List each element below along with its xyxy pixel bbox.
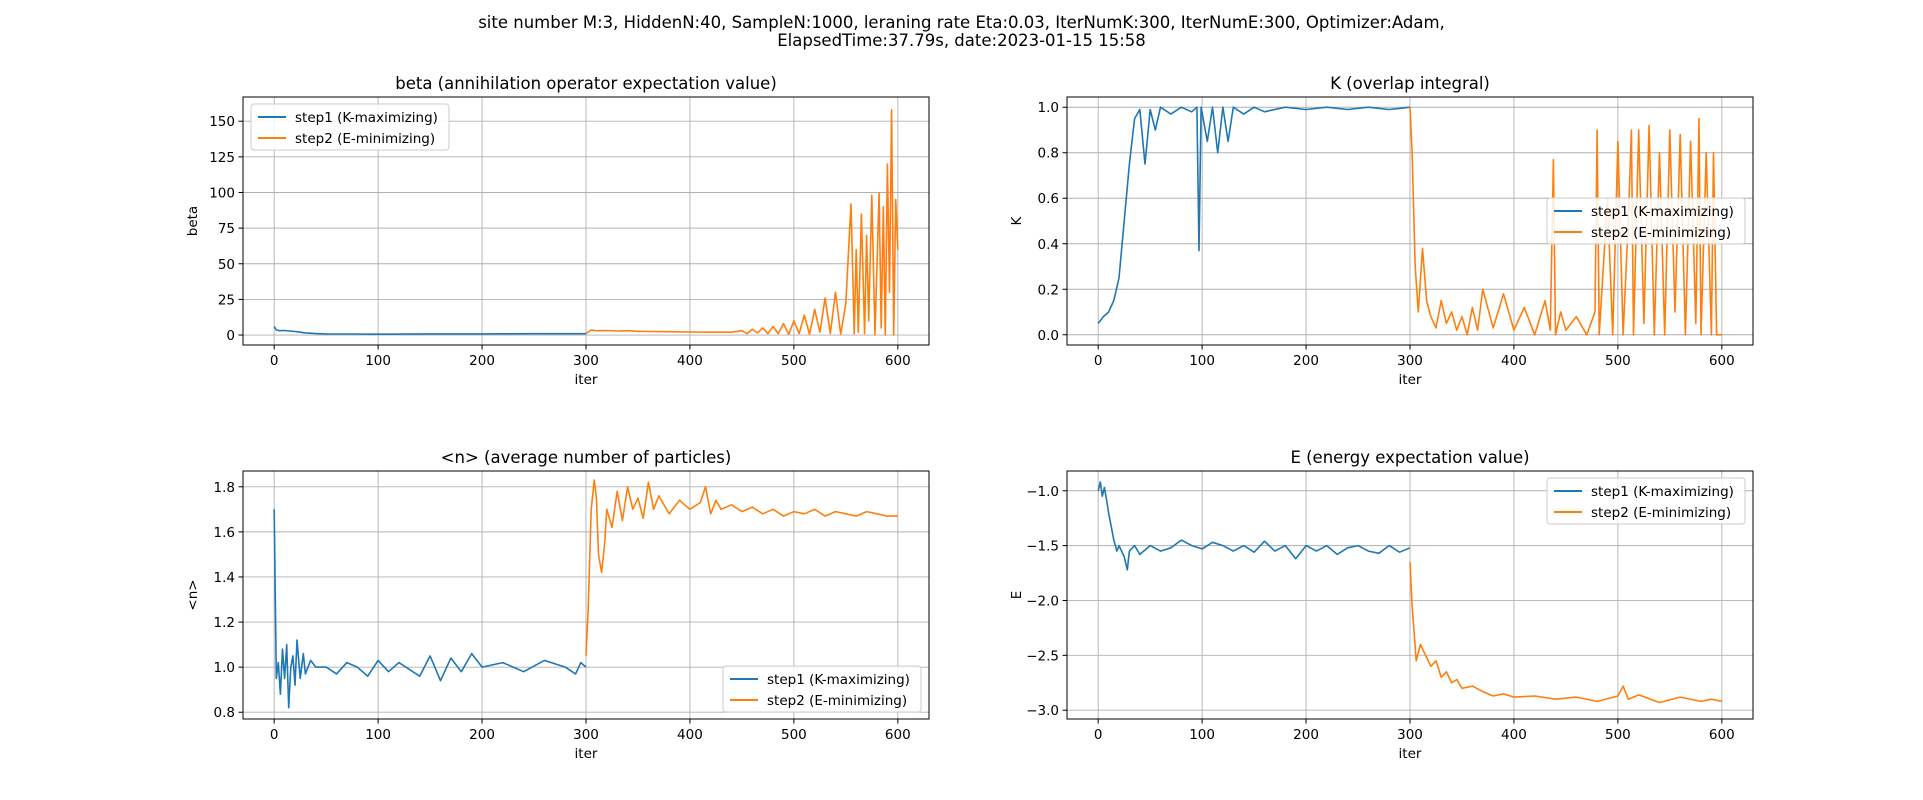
legend-label-step1: step1 (K-maximizing) <box>1591 484 1734 500</box>
x-tick-label: 500 <box>1605 727 1631 743</box>
legend-label-step1: step1 (K-maximizing) <box>1591 204 1734 220</box>
y-tick-label: 0 <box>226 328 235 344</box>
x-tick-label: 100 <box>1189 353 1215 369</box>
x-tick-label: 0 <box>1094 353 1103 369</box>
x-tick-label: 400 <box>1501 353 1527 369</box>
y-tick-label: 1.2 <box>214 615 235 631</box>
y-tick-label: −3.0 <box>1026 703 1059 719</box>
figure-suptitle-line-1: site number M:3, HiddenN:40, SampleN:100… <box>478 13 1445 32</box>
y-tick-label: 1.0 <box>1038 100 1059 116</box>
subplot-title: E (energy expectation value) <box>1290 448 1529 467</box>
subplot-title: K (overlap integral) <box>1330 74 1490 93</box>
y-tick-label: 75 <box>218 221 235 237</box>
x-tick-label: 100 <box>1189 727 1215 743</box>
y-tick-label: 1.0 <box>214 660 235 676</box>
legend-label-step1: step1 (K-maximizing) <box>767 672 910 688</box>
y-tick-label: −1.0 <box>1026 484 1059 500</box>
subplot-title: <n> (average number of particles) <box>441 448 732 467</box>
x-tick-label: 200 <box>1293 727 1319 743</box>
legend-label-step1: step1 (K-maximizing) <box>295 110 438 126</box>
axes-frame <box>242 96 930 346</box>
y-tick-label: 25 <box>218 292 235 308</box>
subplot-2: 0 100 200 300 400 500 600 0.0 0.2 0.4 0.6 0.8 1.0 K (… <box>1009 74 1754 388</box>
legend: step1 (K-maximizing) step2 (E-minimizing) <box>1546 197 1746 245</box>
x-tick-label: 500 <box>781 727 807 743</box>
y-tick-label: −2.5 <box>1026 648 1059 664</box>
x-tick-label: 600 <box>885 353 911 369</box>
y-tick-label: 0.6 <box>1038 191 1059 207</box>
series-line-step2 <box>1409 562 1722 704</box>
x-axis-label: iter <box>1399 746 1422 762</box>
y-tick-label: 150 <box>209 114 235 130</box>
subplot-1: 0 100 200 300 400 500 600 0 25 50 75 100 125 150 beta … <box>185 74 930 388</box>
legend-label-step2: step2 (E-minimizing) <box>1591 505 1731 521</box>
y-axis-label: K <box>1009 215 1025 225</box>
x-tick-label: 500 <box>1605 353 1631 369</box>
y-tick-label: 1.8 <box>214 480 235 496</box>
axes-frame <box>1066 96 1754 346</box>
x-tick-label: 400 <box>677 727 703 743</box>
legend-label-step2: step2 (E-minimizing) <box>1591 225 1731 241</box>
subplot-title: beta (annihilation operator expectation … <box>395 74 777 93</box>
axes-frame <box>1066 470 1754 720</box>
x-tick-label: 100 <box>365 353 391 369</box>
y-axis-label: E <box>1009 591 1025 600</box>
y-tick-label: −1.5 <box>1026 539 1059 555</box>
legend-box <box>250 103 450 151</box>
y-tick-label: 1.6 <box>214 525 235 541</box>
x-tick-label: 300 <box>573 727 599 743</box>
x-tick-label: 300 <box>573 353 599 369</box>
legend-label-step2: step2 (E-minimizing) <box>767 693 907 709</box>
x-tick-label: 400 <box>1501 727 1527 743</box>
y-tick-label: 0.4 <box>1038 237 1059 253</box>
series-line-step2 <box>585 479 898 656</box>
legend-box <box>1546 197 1746 245</box>
y-axis-label: <n> <box>185 579 201 610</box>
subplot-3: 0 100 200 300 400 500 600 0.8 1.0 1.2 1.4 1.6 1.8 <n>… <box>185 448 930 762</box>
x-axis-label: iter <box>575 372 598 388</box>
y-axis-label: beta <box>185 206 201 236</box>
legend: step1 (K-maximizing) step2 (E-minimizing) <box>250 103 450 151</box>
series-line-step1 <box>273 509 587 709</box>
y-tick-label: 0.0 <box>1038 328 1059 344</box>
y-tick-label: 50 <box>218 257 235 273</box>
series-line-step1 <box>1097 106 1411 324</box>
legend-box <box>722 665 922 713</box>
legend: step1 (K-maximizing) step2 (E-minimizing) <box>722 665 922 713</box>
y-tick-label: 0.2 <box>1038 282 1059 298</box>
legend-box <box>1546 477 1746 525</box>
x-tick-label: 200 <box>469 353 495 369</box>
legend-label-step2: step2 (E-minimizing) <box>295 131 435 147</box>
figure-suptitle-line-2: ElapsedTime:37.79s, date:2023-01-15 15:5… <box>777 31 1146 50</box>
x-tick-label: 200 <box>1293 353 1319 369</box>
axes-frame <box>242 470 930 720</box>
x-tick-label: 500 <box>781 353 807 369</box>
x-tick-label: 600 <box>1709 353 1735 369</box>
y-tick-label: 100 <box>209 185 235 201</box>
subplot-4: 0 100 200 300 400 500 600 −3.0 −2.5 −2.0 −1.5 −1.0 E… <box>1009 448 1754 762</box>
x-tick-label: 300 <box>1397 727 1423 743</box>
y-tick-label: 1.4 <box>214 570 235 586</box>
x-tick-label: 300 <box>1397 353 1423 369</box>
x-tick-label: 0 <box>270 353 279 369</box>
x-tick-label: 200 <box>469 727 495 743</box>
series-line-step1 <box>273 326 586 336</box>
x-tick-label: 0 <box>1094 727 1103 743</box>
x-tick-label: 400 <box>677 353 703 369</box>
y-tick-label: −2.0 <box>1026 593 1059 609</box>
x-tick-label: 600 <box>1709 727 1735 743</box>
x-tick-label: 600 <box>885 727 911 743</box>
y-tick-label: 0.8 <box>1038 146 1059 162</box>
y-tick-label: 125 <box>209 150 235 166</box>
series-line-step1 <box>1097 481 1411 571</box>
y-tick-label: 0.8 <box>214 705 235 721</box>
x-axis-label: iter <box>575 746 598 762</box>
x-axis-label: iter <box>1399 372 1422 388</box>
series-line-step2 <box>585 109 899 336</box>
legend: step1 (K-maximizing) step2 (E-minimizing) <box>1546 477 1746 525</box>
x-tick-label: 0 <box>270 727 279 743</box>
x-tick-label: 100 <box>365 727 391 743</box>
